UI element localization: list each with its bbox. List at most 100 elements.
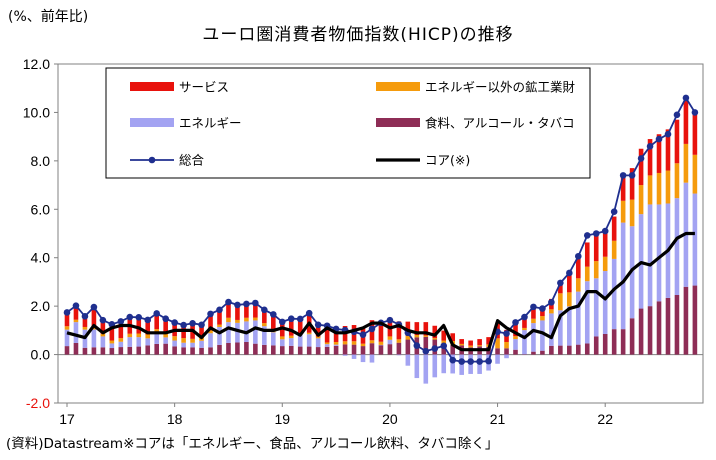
bar-segment (315, 338, 321, 348)
bar-segment (262, 309, 267, 324)
headline-point (682, 94, 690, 102)
headline-point (557, 279, 564, 287)
bar-segment (360, 346, 366, 355)
bar-segment (315, 325, 321, 337)
bar-segment (73, 319, 79, 323)
headline-point (655, 135, 663, 143)
bar-segment (441, 330, 447, 341)
bar-segment (199, 340, 204, 348)
bar-segment (602, 333, 608, 355)
bar-segment (297, 346, 303, 355)
bar-segment (226, 302, 231, 318)
bar-segment (638, 308, 644, 355)
headline-point (422, 347, 430, 355)
bar-segment (522, 327, 527, 331)
headline-point (153, 310, 160, 317)
bar-segment (271, 332, 276, 346)
headline-point (386, 316, 394, 324)
axes: 12.0 10.0 8.0 6.0 4.0 2.0 0.0 -2.0 17 18 19 20 21 22 (23, 56, 613, 427)
bar-segment (683, 143, 689, 183)
bar-segment (486, 337, 491, 345)
bar-segment (324, 344, 330, 347)
headline-point (458, 358, 465, 365)
bar-segment (369, 354, 375, 363)
x-tick-label: 20 (382, 411, 398, 427)
headline-point (90, 303, 98, 311)
bar-segment (226, 342, 231, 355)
bar-segment (504, 341, 509, 349)
bar-segment (396, 321, 402, 340)
x-tick-label: 22 (597, 411, 613, 427)
bar-segment (432, 325, 438, 339)
bar-segment (145, 319, 151, 335)
bar-segment (674, 119, 680, 164)
bar-segment (136, 333, 142, 338)
bar-segment (522, 354, 527, 355)
series-lines (63, 94, 699, 365)
bar-segment (100, 333, 106, 337)
bar-segment (136, 346, 142, 355)
bar-segment (333, 345, 339, 355)
legend-label: サービス (179, 80, 229, 95)
headline-point (287, 315, 295, 323)
bar-segment (154, 343, 159, 355)
bar-segment (674, 163, 680, 199)
bar-segment (531, 307, 536, 319)
bar-segment (217, 309, 222, 325)
bar-segment (64, 346, 70, 355)
bar-segment (73, 305, 79, 320)
bar-segment (235, 322, 240, 343)
bar-segment (378, 344, 384, 346)
bar-segment (540, 320, 545, 351)
bar-segment (199, 324, 204, 338)
bar-segment (629, 168, 635, 200)
bar-segment (423, 335, 429, 337)
bar-segment (692, 193, 698, 286)
bar-segment (575, 291, 581, 345)
bar-segment (145, 334, 151, 339)
bar-segment (459, 339, 464, 344)
bar-segment (423, 354, 429, 384)
bar-segment (683, 97, 689, 144)
headline-point (171, 319, 178, 326)
bar-segment (656, 301, 662, 355)
legend-label: 総合 (179, 153, 205, 168)
bar-segment (504, 354, 509, 359)
headline-point (583, 232, 591, 239)
bar-segment (522, 330, 527, 355)
headline-point (72, 302, 80, 309)
y-tick-label: 2.0 (31, 298, 51, 314)
headline-point (413, 342, 421, 349)
bar-segment (558, 345, 563, 355)
bar-segment (262, 323, 267, 327)
bar-segment (351, 344, 357, 355)
bar-segment (118, 338, 124, 342)
y-tick-label: -2.0 (26, 395, 50, 411)
bar-segment (647, 175, 653, 205)
headline-point (243, 300, 250, 308)
bar-segment (73, 322, 79, 343)
bar-segment (163, 337, 168, 344)
bar-segment (127, 333, 133, 338)
bar-segment (647, 139, 653, 176)
source-note: (資料)Datastream※コアは「エネルギー、食品、アルコール飲料、タバコ除… (6, 436, 499, 452)
bar-segment (315, 336, 321, 339)
headline-point (270, 311, 277, 318)
bar-segment (611, 240, 617, 259)
bar-segment (378, 321, 384, 342)
bar-segment (405, 335, 411, 340)
bar-segment (584, 343, 590, 355)
headline-point (431, 345, 439, 352)
y-tick-label: 8.0 (31, 153, 51, 169)
bar-segment (531, 351, 536, 355)
x-tick-label: 18 (167, 411, 183, 427)
bar-segment (333, 344, 339, 346)
bar-segment (638, 185, 644, 215)
headline-point (359, 331, 367, 339)
legend-label: エネルギー以外の鉱工業財 (425, 80, 576, 95)
bar-segment (495, 354, 500, 364)
bar-segment (620, 200, 626, 223)
bar-segment (638, 148, 644, 186)
headline-point (180, 321, 187, 329)
bar-segment (665, 170, 671, 204)
